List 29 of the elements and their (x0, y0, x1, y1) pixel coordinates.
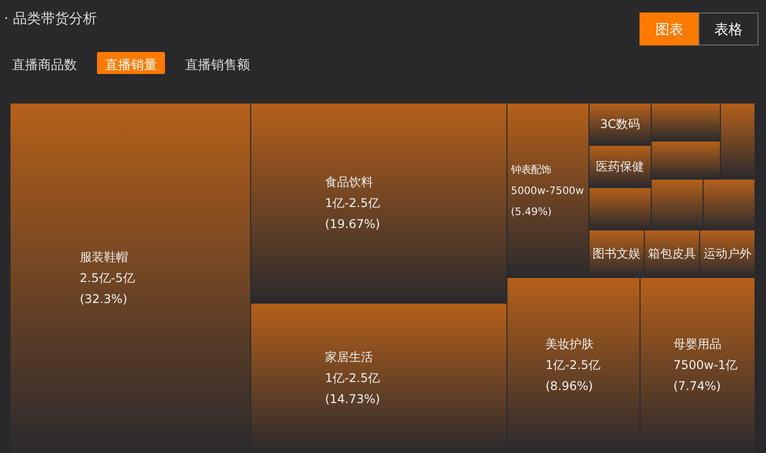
category-label: 医药保健 (596, 159, 644, 174)
data-label: (7.74%) (673, 379, 721, 394)
text: 直播商品数 (12, 58, 77, 73)
data-label: (5.49%) (510, 206, 552, 218)
text: 表格 (714, 22, 742, 38)
category-label: 钟表配饰 (510, 164, 551, 176)
category-label: 食品饮料 (324, 175, 373, 190)
text: · 品类带货分析 (4, 11, 97, 27)
data-label: (19.67%) (324, 217, 380, 232)
data-label: (8.96%) (546, 379, 593, 394)
text: 1亿-2.5亿 (324, 371, 380, 386)
data-label: (32.3%) (80, 292, 128, 306)
category-label: 美妆护肤 (546, 337, 594, 352)
text: 2.5亿-5亿 (80, 271, 135, 285)
category-label: 服装鞋帽 (80, 250, 128, 264)
text: 7500w-1亿 (673, 358, 738, 372)
category-label: 运动户外 (703, 246, 752, 261)
text: 直播销售额 (185, 58, 250, 73)
category-label: 图书文娱 (592, 246, 641, 261)
category-label: 家居生活 (324, 350, 373, 364)
category-label: 箱包皮具 (648, 246, 696, 261)
text: 图表 (656, 22, 684, 38)
text: 1亿-2.5亿 (546, 358, 601, 372)
text: 1亿-2.5亿 (324, 196, 380, 210)
category-label: 3C数码 (600, 117, 640, 132)
data-label: (14.73%) (324, 392, 380, 406)
text: 5000w-7500w (510, 185, 584, 198)
text: 直播销量 (105, 58, 157, 73)
category-label: 母婴用品 (673, 337, 722, 352)
